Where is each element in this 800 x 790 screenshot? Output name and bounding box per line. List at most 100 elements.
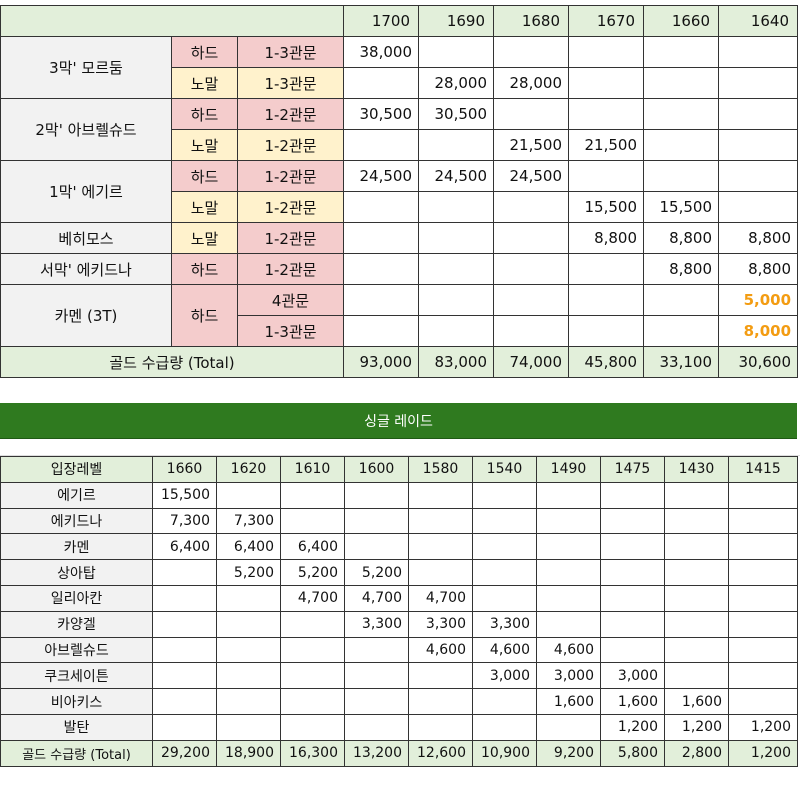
value-cell[interactable]: [152, 713, 217, 741]
value-cell[interactable]: [408, 481, 473, 509]
value-cell[interactable]: [643, 315, 720, 347]
value-cell[interactable]: [643, 67, 720, 99]
raid-name[interactable]: 베히모스: [0, 222, 172, 254]
value-cell[interactable]: 24,500: [493, 160, 570, 192]
value-cell[interactable]: 24,500: [343, 160, 420, 192]
level-header[interactable]: 1600: [344, 456, 409, 483]
total-cell[interactable]: 16,300: [280, 739, 345, 767]
value-cell[interactable]: [568, 36, 645, 68]
value-cell[interactable]: [408, 507, 473, 535]
value-cell[interactable]: [418, 222, 495, 254]
value-cell[interactable]: [216, 688, 281, 715]
value-cell[interactable]: 3,000: [600, 662, 665, 690]
total-cell[interactable]: 83,000: [418, 346, 495, 378]
value-cell[interactable]: [152, 688, 217, 715]
value-cell[interactable]: 28,000: [493, 67, 570, 99]
value-cell[interactable]: [728, 481, 798, 509]
value-cell[interactable]: 5,200: [344, 559, 409, 586]
value-cell[interactable]: [472, 481, 537, 509]
value-cell[interactable]: 30,500: [343, 98, 420, 130]
gate-cell[interactable]: 1-2관문: [236, 253, 345, 285]
value-cell[interactable]: [343, 129, 420, 161]
value-cell[interactable]: [216, 713, 281, 741]
raid-name[interactable]: 1막' 에기르: [0, 160, 172, 223]
gate-cell[interactable]: 1-2관문: [236, 160, 345, 192]
value-cell[interactable]: [568, 253, 645, 285]
raid-name[interactable]: 카양겔: [0, 610, 153, 638]
value-cell[interactable]: [568, 160, 645, 192]
value-cell[interactable]: [152, 559, 217, 586]
value-cell[interactable]: 1,200: [600, 713, 665, 741]
value-cell[interactable]: [568, 67, 645, 99]
total-cell[interactable]: 30,600: [718, 346, 799, 378]
value-cell[interactable]: [728, 533, 798, 561]
total-label[interactable]: 골드 수급량 (Total): [0, 739, 153, 767]
value-cell[interactable]: [472, 559, 537, 586]
value-cell[interactable]: [216, 662, 281, 690]
value-cell[interactable]: [280, 481, 345, 509]
value-cell[interactable]: [216, 481, 281, 509]
value-cell[interactable]: [408, 533, 473, 561]
value-cell[interactable]: 7,300: [152, 507, 217, 535]
total-cell[interactable]: 2,800: [664, 739, 729, 767]
value-cell[interactable]: 1,200: [664, 713, 729, 741]
value-cell[interactable]: [493, 98, 570, 130]
total-cell[interactable]: 45,800: [568, 346, 645, 378]
total-cell[interactable]: 18,900: [216, 739, 281, 767]
value-cell[interactable]: 21,500: [568, 129, 645, 161]
value-cell[interactable]: [418, 284, 495, 316]
value-cell[interactable]: 4,700: [344, 584, 409, 612]
value-cell[interactable]: [418, 129, 495, 161]
value-cell[interactable]: [600, 507, 665, 535]
total-cell[interactable]: 12,600: [408, 739, 473, 767]
level-header[interactable]: 1700: [343, 5, 420, 37]
value-cell[interactable]: [344, 636, 409, 664]
value-cell[interactable]: [493, 253, 570, 285]
raid-name[interactable]: 비아키스: [0, 688, 153, 715]
value-cell[interactable]: [408, 559, 473, 586]
raid-name[interactable]: 서막' 에키드나: [0, 253, 172, 285]
level-header[interactable]: 1430: [664, 456, 729, 483]
value-cell[interactable]: [728, 636, 798, 664]
difficulty-hard[interactable]: 하드: [171, 284, 238, 347]
value-cell[interactable]: [664, 559, 729, 586]
value-cell[interactable]: [280, 636, 345, 664]
value-cell[interactable]: [718, 160, 799, 192]
value-cell[interactable]: [472, 533, 537, 561]
value-cell[interactable]: [568, 284, 645, 316]
level-header[interactable]: 1670: [568, 5, 645, 37]
value-cell[interactable]: [344, 713, 409, 741]
value-cell[interactable]: [568, 98, 645, 130]
value-cell[interactable]: [343, 284, 420, 316]
value-cell[interactable]: 28,000: [418, 67, 495, 99]
level-header[interactable]: 1620: [216, 456, 281, 483]
level-header[interactable]: 1640: [718, 5, 799, 37]
value-cell[interactable]: [408, 713, 473, 741]
gate-cell[interactable]: 1-3관문: [236, 315, 345, 347]
value-cell[interactable]: [280, 610, 345, 638]
value-cell-highlight[interactable]: 5,000: [718, 284, 799, 316]
gate-cell[interactable]: 1-2관문: [236, 129, 345, 161]
value-cell[interactable]: [600, 584, 665, 612]
gate-cell[interactable]: 1-2관문: [236, 98, 345, 130]
value-cell[interactable]: 8,800: [718, 222, 799, 254]
total-cell[interactable]: 74,000: [493, 346, 570, 378]
value-cell[interactable]: [472, 584, 537, 612]
value-cell[interactable]: 15,500: [568, 191, 645, 223]
value-cell[interactable]: 3,300: [344, 610, 409, 638]
value-cell[interactable]: [408, 688, 473, 715]
value-cell[interactable]: [472, 713, 537, 741]
raid-name[interactable]: 쿠크세이튼: [0, 662, 153, 690]
value-cell[interactable]: [718, 98, 799, 130]
value-cell[interactable]: [600, 610, 665, 638]
value-cell[interactable]: 3,300: [408, 610, 473, 638]
gate-cell[interactable]: 1-2관문: [236, 222, 345, 254]
value-cell[interactable]: [643, 160, 720, 192]
value-cell[interactable]: [664, 533, 729, 561]
value-cell[interactable]: [643, 129, 720, 161]
value-cell[interactable]: 7,300: [216, 507, 281, 535]
value-cell[interactable]: 3,000: [472, 662, 537, 690]
difficulty-hard[interactable]: 하드: [171, 253, 238, 285]
difficulty-hard[interactable]: 하드: [171, 36, 238, 68]
value-cell[interactable]: 8,800: [643, 253, 720, 285]
